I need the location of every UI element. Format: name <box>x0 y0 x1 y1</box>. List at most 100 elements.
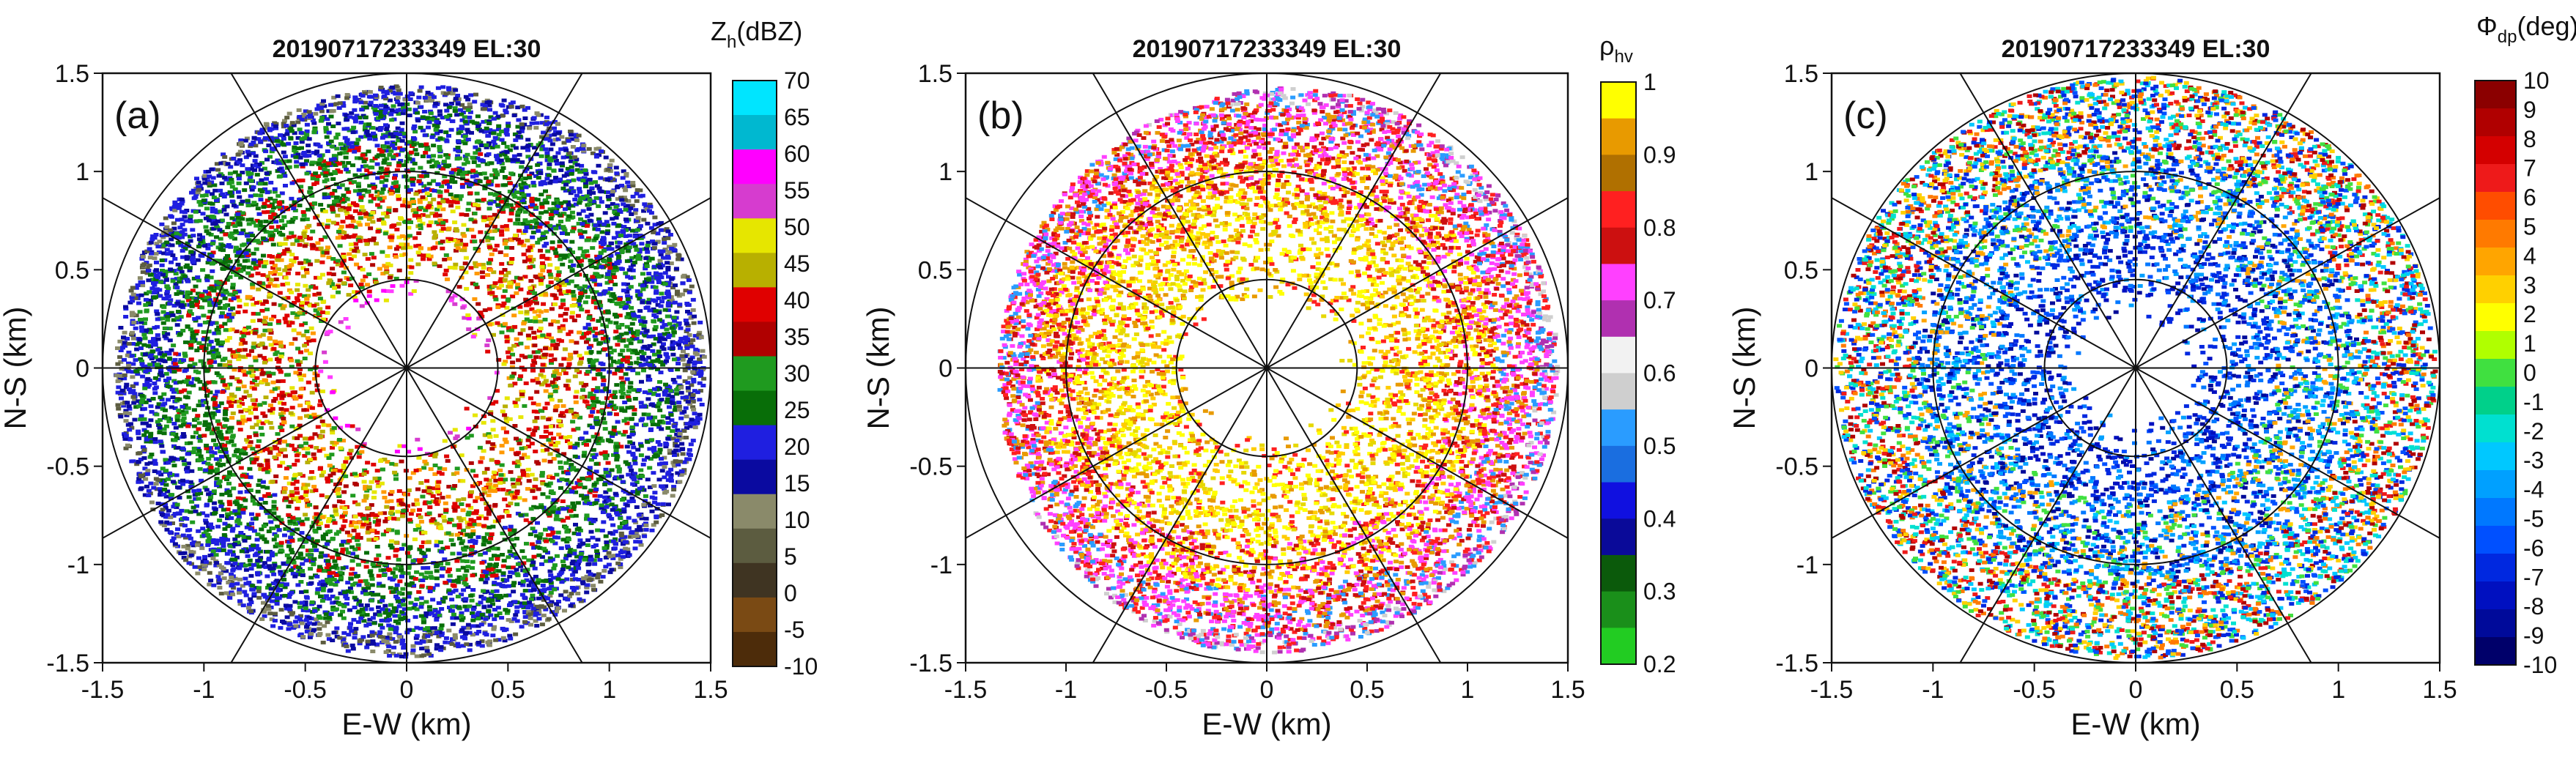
echo-gate <box>144 436 149 439</box>
echo-gate <box>180 482 186 486</box>
echo-gate <box>125 337 130 341</box>
echo-gate <box>620 349 626 353</box>
echo-gate <box>270 266 276 270</box>
echo-gate <box>544 115 549 119</box>
echo-gate <box>547 269 552 273</box>
echo-gate <box>175 217 180 222</box>
echo-gate <box>146 269 152 273</box>
echo-gate <box>221 152 226 157</box>
echo-gate <box>357 266 363 270</box>
echo-gate <box>188 216 193 220</box>
echo-gate <box>544 120 549 124</box>
echo-gate <box>256 334 262 338</box>
echo-gate <box>531 409 537 414</box>
echo-gate <box>147 491 153 496</box>
echo-gate <box>207 561 212 565</box>
echo-gate <box>322 167 327 171</box>
echo-gate <box>519 604 525 609</box>
echo-gate <box>469 490 474 494</box>
echo-gate <box>256 483 262 487</box>
echo-gate <box>551 168 557 173</box>
echo-gate <box>248 562 253 567</box>
echo-gate <box>338 591 344 595</box>
echo-gate <box>350 494 356 498</box>
echo-gate <box>667 434 673 439</box>
echo-gate <box>524 167 530 171</box>
echo-gate <box>440 166 446 171</box>
echo-gate <box>484 576 490 581</box>
echo-gate <box>126 369 132 373</box>
echo-gate <box>538 588 544 592</box>
echo-gate <box>372 520 378 524</box>
echo-gate <box>319 171 325 176</box>
echo-gate <box>549 539 555 543</box>
echo-gate <box>603 335 609 339</box>
echo-gate <box>352 295 358 300</box>
echo-gate <box>330 514 336 518</box>
echo-gate <box>327 375 333 379</box>
echo-gate <box>397 92 403 96</box>
echo-gate <box>462 134 468 138</box>
echo-gate <box>259 367 264 371</box>
echo-gate <box>330 536 336 540</box>
echo-gate <box>634 218 639 223</box>
echo-gate <box>438 627 444 631</box>
echo-gate <box>138 457 144 461</box>
echo-gate <box>207 554 213 557</box>
echo-gate <box>531 350 537 354</box>
echo-gate <box>246 265 252 269</box>
echo-gate <box>522 610 528 614</box>
echo-gate <box>486 483 492 487</box>
echo-gate <box>279 191 285 196</box>
echo-gate <box>628 265 634 269</box>
echo-gate <box>630 499 636 503</box>
echo-gate <box>237 591 242 595</box>
echo-gate <box>254 562 260 567</box>
echo-gate <box>588 488 594 493</box>
echo-gate <box>432 189 437 193</box>
echo-gate <box>490 401 495 406</box>
echo-gate <box>599 230 605 234</box>
echo-gate <box>217 300 223 304</box>
echo-gate <box>148 404 154 409</box>
echo-gate <box>502 639 508 643</box>
echo-gate <box>248 231 253 236</box>
echo-gate <box>502 437 508 442</box>
echo-gate <box>462 553 467 557</box>
echo-gate <box>503 440 509 445</box>
echo-gate <box>203 346 209 351</box>
echo-gate <box>454 434 460 439</box>
echo-gate <box>529 442 535 446</box>
echo-gate <box>525 487 530 491</box>
echo-gate <box>251 140 256 144</box>
echo-gate <box>204 513 210 518</box>
echo-gate <box>423 611 429 615</box>
echo-gate <box>200 511 206 516</box>
echo-gate <box>295 288 300 292</box>
echo-gate <box>201 313 207 318</box>
echo-gate <box>269 551 275 555</box>
echo-gate <box>174 277 179 281</box>
echo-gate <box>388 238 394 242</box>
echo-gate <box>163 379 169 382</box>
echo-gate <box>405 178 411 182</box>
echo-gate <box>217 538 223 543</box>
echo-gate <box>692 389 697 393</box>
echo-gate <box>489 252 495 256</box>
echo-gate <box>158 520 164 524</box>
echo-gate <box>281 578 287 581</box>
echo-gate <box>446 520 452 524</box>
echo-gate <box>569 168 575 173</box>
echo-gate <box>378 623 383 628</box>
echo-gate <box>201 568 207 572</box>
echo-gate <box>603 155 609 160</box>
echo-gate <box>536 176 541 180</box>
echo-gate <box>454 243 459 248</box>
echo-gate <box>620 300 626 305</box>
echo-gate <box>200 297 206 301</box>
echo-gate <box>504 245 510 250</box>
echo-gate <box>297 423 303 428</box>
echo-gate <box>118 326 124 330</box>
echo-gate <box>577 212 582 216</box>
echo-gate <box>250 425 256 430</box>
